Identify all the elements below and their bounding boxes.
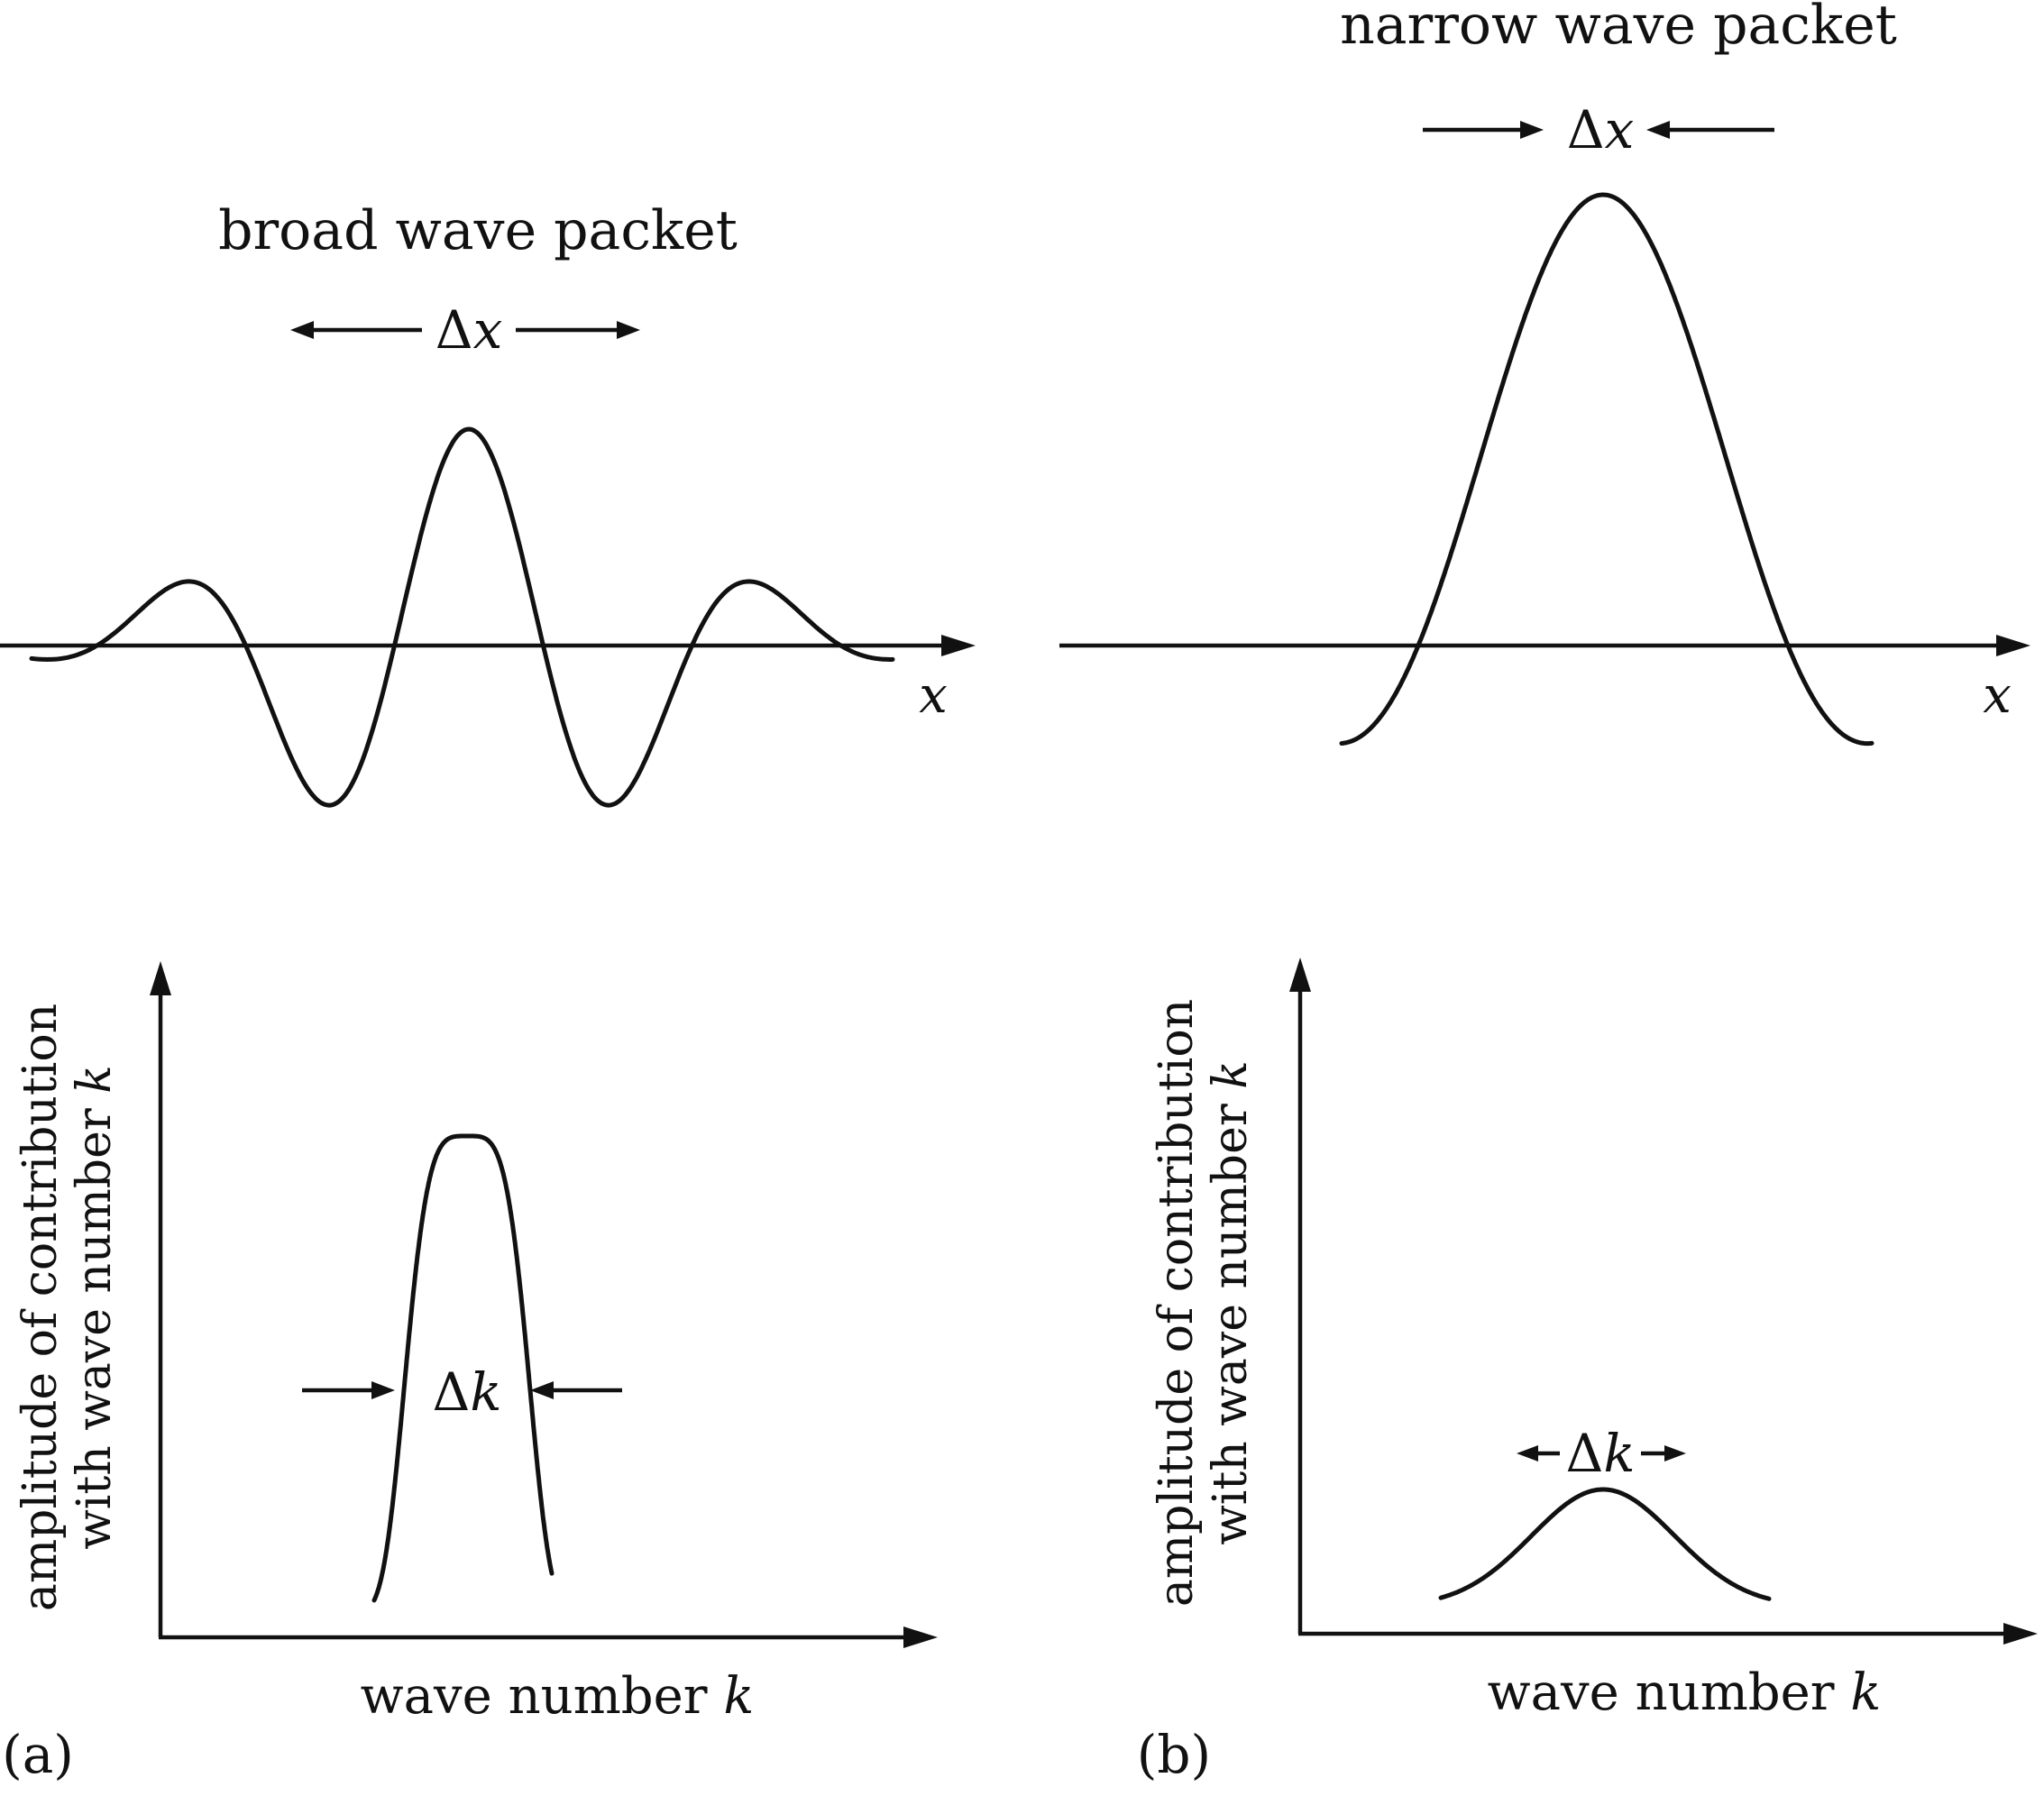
panel-a-delta-k-arrows: Δk	[302, 1361, 622, 1423]
panel-b-k-axis-arrowhead	[2003, 1623, 2038, 1645]
panel-a-delta-x-label: Δx	[435, 299, 503, 361]
panel-a-k-axis-arrowhead	[903, 1626, 938, 1648]
panel-a-tag: (a)	[2, 1724, 74, 1785]
panel-b-delta-k-arrows: Δk	[1517, 1423, 1686, 1484]
panel-a-y-axis-label: amplitude of contribution with wave numb…	[14, 1003, 122, 1611]
panel-a-delta-k-label: Δk	[432, 1361, 501, 1423]
svg-text:with wave number k: with wave number k	[1204, 1060, 1258, 1545]
panel-b-wave-packet-curve	[1339, 192, 1874, 747]
panel-a-spectrum-plot: amplitude of contribution with wave numb…	[14, 961, 938, 1726]
panel-a-top-title: broad wave packet	[218, 199, 738, 262]
panel-a-k-axis-label: wave number k	[361, 1667, 755, 1726]
panel-b-tag: (b)	[1137, 1724, 1211, 1785]
panel-a-x-axis-arrowhead	[941, 635, 976, 656]
svg-text:amplitude of contribution: amplitude of contribution	[14, 1003, 68, 1611]
panel-b-wave-packet-plot: narrow wave packet Δx x	[1059, 0, 2030, 747]
svg-text:with wave number k: with wave number k	[68, 1065, 122, 1550]
panel-a-x-axis-label: x	[919, 666, 948, 725]
panel-b-delta-x-arrows: Δx	[1423, 99, 1774, 160]
panel-b-x-axis-label: x	[1983, 666, 2012, 725]
panel-b-y-axis-label: amplitude of contribution with wave numb…	[1150, 999, 1258, 1607]
panel-a: broad wave packet Δx x amplitude of co	[0, 199, 976, 1785]
panel-b-spectrum-curve	[1438, 1487, 1772, 1601]
panel-b: narrow wave packet Δx x amplitude of con…	[1059, 0, 2038, 1785]
panel-a-spectrum-curve	[371, 1133, 555, 1603]
panel-b-delta-k-label: Δk	[1565, 1423, 1635, 1484]
panel-b-top-title: narrow wave packet	[1340, 0, 1897, 57]
panel-a-delta-x-arrow: Δx	[290, 299, 640, 361]
svg-text:amplitude of contribution: amplitude of contribution	[1150, 999, 1204, 1607]
panel-b-delta-x-label: Δx	[1567, 99, 1635, 160]
panel-b-x-axis-arrowhead	[1996, 635, 2030, 656]
panel-b-spectrum-plot: amplitude of contribution with wave numb…	[1150, 958, 2038, 1722]
panel-b-k-axis-label: wave number k	[1488, 1663, 1882, 1722]
panel-a-wave-packet-plot: broad wave packet Δx x	[0, 199, 976, 808]
panel-a-y-axis-arrowhead	[150, 961, 171, 995]
panel-a-wave-packet-curve	[29, 426, 895, 808]
panel-b-y-axis-arrowhead	[1289, 958, 1311, 992]
